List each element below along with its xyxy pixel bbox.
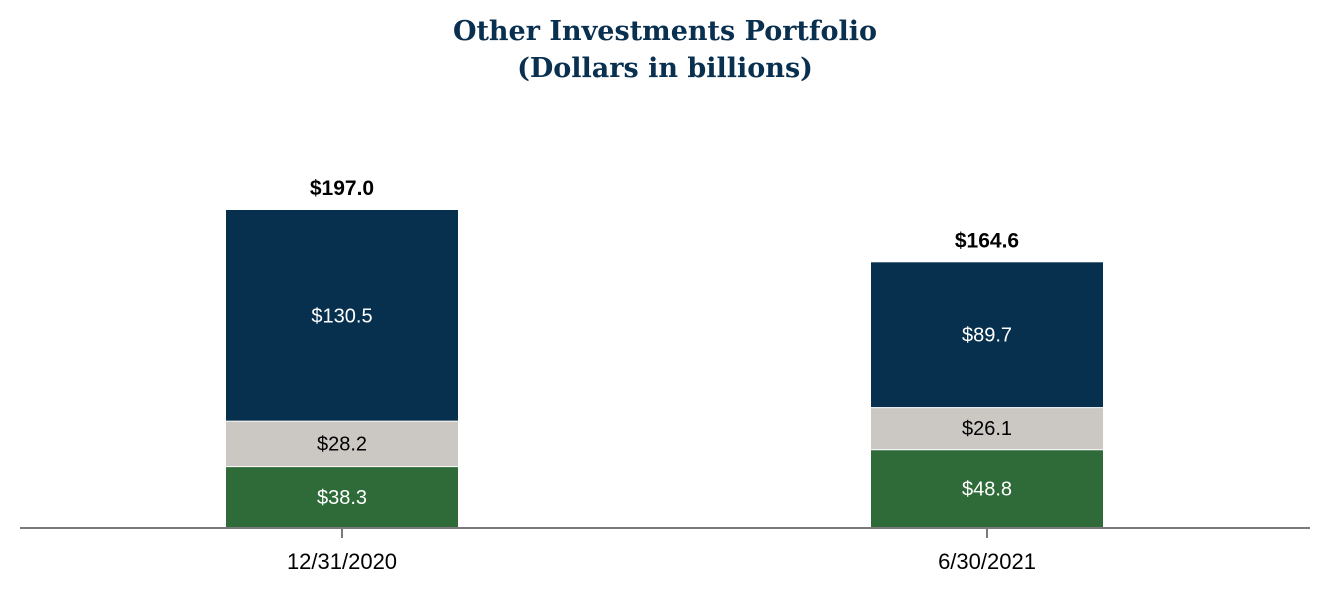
chart-title: Other Investments Portfolio [452, 16, 878, 47]
bar-segment [226, 420, 458, 467]
bars-layer [226, 210, 1103, 528]
segment-value-label: $48.8 [962, 479, 1012, 501]
segment-value-label: $89.7 [962, 325, 1012, 347]
labels-layer: $38.3 $28.2 $130.5 $197.0 $48.8 $26.1 $89.7 $16… [310, 177, 1019, 509]
bar-segment [871, 449, 1103, 528]
x-tick-label: 6/30/2021 [938, 549, 1036, 574]
total-value-label: $197.0 [310, 177, 374, 200]
segment-value-label: $28.2 [317, 433, 367, 455]
x-tick-label: 12/31/2020 [287, 549, 397, 574]
segment-value-label: $38.3 [317, 487, 367, 509]
bar-segment [871, 262, 1103, 408]
chart-subtitle: (Dollars in billions) [517, 53, 813, 84]
total-value-label: $164.6 [955, 229, 1019, 252]
segment-value-label: $26.1 [962, 418, 1012, 440]
bar-segment [226, 210, 458, 421]
x-axis-ticks: 12/31/2020 6/30/2021 [287, 528, 1036, 574]
bar-segment [226, 466, 458, 528]
segment-value-label: $130.5 [311, 305, 372, 327]
bar-segment [871, 407, 1103, 450]
